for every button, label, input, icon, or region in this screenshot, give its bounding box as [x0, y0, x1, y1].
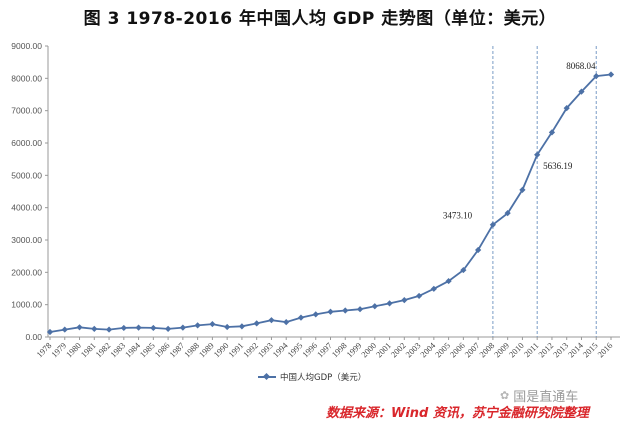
gdp-line [49, 73, 612, 333]
y-tick-label: 0.00 [25, 332, 42, 342]
value-label-2011: 5636.19 [543, 161, 573, 171]
data-point-marker [430, 285, 437, 292]
data-point-marker [607, 71, 615, 78]
data-point-marker [76, 324, 83, 331]
watermark: ✿ 国是直通车 [500, 386, 578, 405]
data-point-marker [327, 308, 334, 315]
data-source-note: 数据来源：Wind 资讯，苏宁金融研究院整理 [326, 406, 589, 421]
data-point-marker [135, 324, 142, 331]
y-tick-label: 5000.00 [11, 170, 42, 180]
chart-title: 图 3 1978-2016 年中国人均 GDP 走势图（单位：美元） [83, 9, 557, 29]
y-tick-label: 2000.00 [11, 267, 42, 277]
data-point-marker [415, 292, 423, 300]
data-point-marker [238, 323, 246, 330]
value-label-2008: 3473.10 [443, 211, 473, 221]
legend-label: 中国人均GDP（美元） [280, 373, 367, 383]
data-point-marker [371, 303, 378, 310]
data-point-marker [224, 323, 231, 331]
data-point-marker [386, 300, 393, 307]
data-point-marker [253, 320, 260, 327]
data-point-marker [179, 324, 186, 331]
data-point-marker [150, 324, 157, 332]
data-point-marker [342, 307, 349, 314]
y-tick-label: 7000.00 [11, 106, 42, 116]
y-tick-label: 1000.00 [11, 300, 42, 310]
data-point-marker [105, 326, 113, 333]
data-point-marker [445, 277, 452, 285]
data-point-marker [312, 311, 319, 318]
data-point-marker [356, 306, 364, 313]
data-point-marker [401, 297, 408, 304]
watermark-text: 国是直通车 [513, 390, 579, 405]
data-point-marker [120, 324, 127, 332]
data-point-marker [91, 325, 98, 333]
legend-line-marker-icon [258, 376, 276, 378]
value-label-2015: 8068.04 [566, 61, 596, 71]
y-tick-label: 9000.00 [11, 41, 42, 51]
wechat-icon: ✿ [500, 389, 510, 402]
legend: 中国人均GDP（美元） [258, 371, 366, 383]
y-tick-label: 8000.00 [11, 73, 42, 83]
y-tick-label: 4000.00 [11, 203, 42, 213]
y-tick-label: 3000.00 [11, 235, 42, 245]
data-point-marker [209, 320, 216, 328]
x-tick-label: 2016 [595, 340, 614, 359]
data-point-marker [460, 266, 467, 274]
line-chart: 0.00 1000.00 2000.00 3000.00 4000.00 5000.00 6… [11, 41, 620, 359]
data-point-marker [194, 322, 201, 329]
data-point-marker [297, 314, 305, 321]
data-point-marker [593, 73, 600, 80]
y-tick-label: 6000.00 [11, 138, 42, 148]
data-point-marker [164, 325, 172, 333]
data-point-marker [268, 317, 275, 324]
data-point-marker [61, 326, 68, 333]
data-point-marker [283, 319, 290, 326]
